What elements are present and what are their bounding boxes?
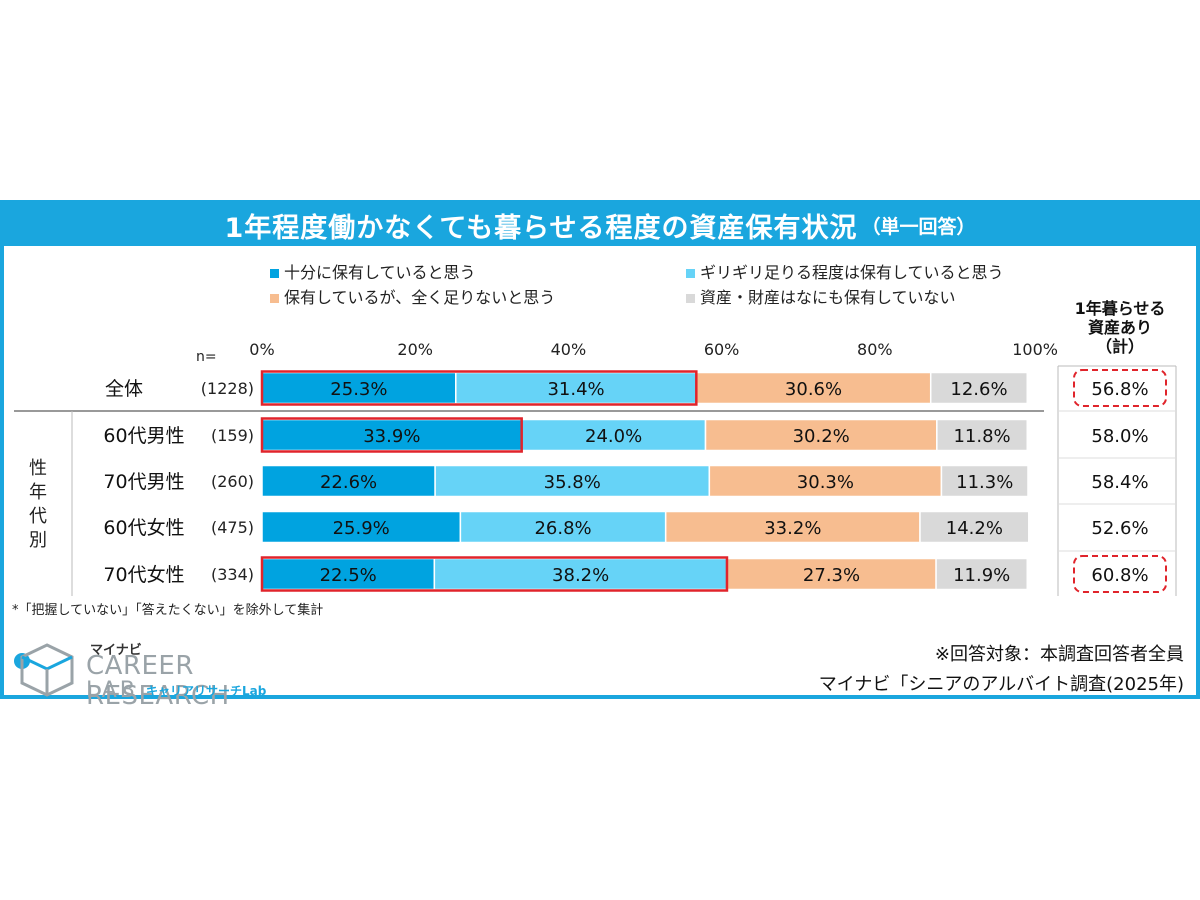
bar-value-label: 38.2%	[552, 565, 609, 586]
title-bar: 1年程度働かなくても暮らせる程度の資産保有状況 （単一回答）	[4, 204, 1196, 246]
bar-value-label: 30.3%	[797, 472, 854, 493]
logo-line1: CAREER RESEARCH	[86, 651, 230, 711]
bar-value-label: 33.9%	[363, 426, 420, 447]
bar-segment	[704, 418, 938, 452]
category-label: 70代男性	[103, 471, 184, 493]
legend-swatch	[686, 294, 695, 303]
bar-highlight-box	[260, 556, 729, 592]
category-label: 60代女性	[103, 517, 184, 539]
footnote: *「把握していない」「答えたくない」を除外して集計	[12, 603, 324, 618]
bar-value-label: 14.2%	[946, 518, 1003, 539]
bar-segment	[936, 418, 1028, 452]
totals-header-line: （計）	[1096, 337, 1144, 356]
bar-value-label: 33.2%	[764, 518, 821, 539]
category-label: 70代女性	[103, 564, 184, 586]
bar-highlight-box	[260, 370, 698, 406]
legend-label: ギリギリ足りる程度は保有していると思う	[700, 263, 1004, 282]
logo-brand: マイナビ	[90, 643, 142, 658]
bar-segment	[935, 557, 1028, 591]
n-value: (1228)	[201, 379, 254, 398]
x-tick-label: 0%	[249, 340, 274, 359]
group-label-char: 年	[29, 482, 47, 503]
chart-svg: 十分に保有していると思う ギリギリ足りる程度は保有していると思う保有しているが、全…	[14, 263, 1177, 596]
legend-swatch	[270, 269, 279, 278]
x-tick-label: 100%	[1012, 340, 1058, 359]
total-value: 60.8%	[1091, 565, 1148, 586]
category-label: 全体	[105, 378, 143, 400]
credit-respondents: ※回答対象：本調査回答者全員	[934, 644, 1184, 665]
bar-segment	[434, 464, 711, 498]
logo: マイナビ CAREER RESEARCH LAB キャリアリサーチLab	[12, 639, 332, 711]
group-label-char: 性	[29, 458, 47, 479]
legend-label: 保有しているが、全く足りないと思う	[284, 288, 555, 307]
bar-segment	[929, 371, 1028, 405]
bar-value-label: 11.3%	[956, 472, 1013, 493]
bar-segment	[520, 418, 707, 452]
bar-value-label: 30.2%	[793, 426, 850, 447]
total-value: 52.6%	[1091, 518, 1148, 539]
group-label-char: 代	[29, 506, 47, 527]
bar-segment	[919, 510, 1030, 544]
n-value: (334)	[211, 565, 254, 584]
chart-title-suffix: （単一回答）	[861, 215, 976, 238]
credit-source: マイナビ「シニアのアルバイト調査(2025年)	[818, 674, 1184, 695]
n-value: (159)	[211, 426, 254, 445]
legend-label: 資産・財産はなにも保有していない	[700, 288, 956, 307]
bar-value-label: 25.3%	[330, 379, 387, 400]
total-value: 58.4%	[1091, 472, 1148, 493]
bar-value-label: 12.6%	[950, 379, 1007, 400]
n-value: (475)	[211, 518, 254, 537]
bar-segment	[940, 464, 1029, 498]
bar-segment	[708, 464, 943, 498]
bar-value-label: 25.9%	[333, 518, 390, 539]
totals-header-line: 1年暮らせる	[1075, 299, 1166, 318]
bar-value-label: 22.5%	[320, 565, 377, 586]
bar-value-label: 22.6%	[320, 472, 377, 493]
logo-line2: LAB	[86, 678, 138, 703]
x-tick-label: 40%	[551, 340, 587, 359]
category-label: 60代男性	[103, 425, 184, 447]
legend-swatch	[270, 294, 279, 303]
legend-label: 十分に保有していると思う	[284, 263, 476, 282]
bar-highlight-box	[260, 417, 523, 453]
total-value: 56.8%	[1091, 379, 1148, 400]
bar-value-label: 35.8%	[544, 472, 601, 493]
logo-cube-icon	[14, 643, 74, 697]
n-value: (260)	[211, 472, 254, 491]
bar-value-label: 27.3%	[803, 565, 860, 586]
chart-title: 1年程度働かなくても暮らせる程度の資産保有状況	[224, 212, 858, 244]
bar-segment	[261, 510, 462, 544]
bar-value-label: 30.6%	[785, 379, 842, 400]
n-label: n=	[196, 349, 217, 365]
bar-segment	[664, 510, 921, 544]
x-tick-label: 80%	[857, 340, 893, 359]
x-tick-label: 60%	[704, 340, 740, 359]
bar-segment	[261, 464, 436, 498]
logo-line2-sub: キャリアリサーチLab	[146, 684, 267, 698]
x-tick-label: 20%	[397, 340, 433, 359]
bar-value-label: 11.9%	[953, 565, 1010, 586]
legend-swatch	[686, 269, 695, 278]
bar-segment	[459, 510, 667, 544]
bar-segment	[433, 557, 728, 591]
total-value: 58.0%	[1091, 426, 1148, 447]
totals-header-line: 資産あり	[1088, 318, 1152, 337]
bar-value-label: 26.8%	[534, 518, 591, 539]
bar-value-label: 31.4%	[547, 379, 604, 400]
bar-value-label: 24.0%	[585, 426, 642, 447]
bar-value-label: 11.8%	[953, 426, 1010, 447]
chart-frame: 1年程度働かなくても暮らせる程度の資産保有状況 （単一回答） 十分に保有している…	[0, 200, 1200, 711]
group-label-char: 別	[29, 530, 47, 551]
